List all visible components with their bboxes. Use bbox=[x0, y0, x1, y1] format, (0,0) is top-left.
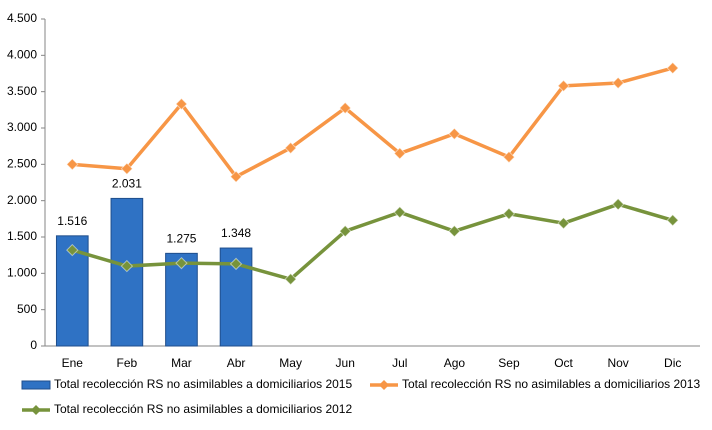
point bbox=[502, 207, 516, 220]
line bbox=[71, 202, 674, 281]
point bbox=[120, 259, 134, 273]
point bbox=[175, 256, 188, 270]
x-tick-label: May bbox=[279, 356, 302, 370]
legend-marker bbox=[379, 380, 389, 390]
point bbox=[611, 198, 625, 211]
legend-swatch bbox=[21, 380, 51, 390]
y-tick-label: 3.500 bbox=[7, 84, 37, 98]
y-tick-label: 4.500 bbox=[7, 11, 37, 25]
point bbox=[666, 61, 679, 75]
legend-label: Total recolección RS no asimilables a do… bbox=[54, 377, 352, 391]
point bbox=[339, 224, 352, 238]
x-tick-label: Dic bbox=[664, 356, 681, 370]
point bbox=[666, 214, 679, 227]
point bbox=[448, 127, 461, 141]
point bbox=[557, 216, 570, 230]
point bbox=[229, 170, 243, 183]
y-tick-label: 4.000 bbox=[7, 48, 37, 62]
line bbox=[72, 66, 674, 179]
point bbox=[66, 158, 79, 171]
legend-marker bbox=[31, 405, 41, 415]
x-tick-label: Oct bbox=[554, 356, 573, 370]
x-tick-label: Feb bbox=[117, 356, 138, 370]
value-label: 2.031 bbox=[112, 177, 142, 191]
y-tick-label: 2.000 bbox=[7, 193, 37, 207]
x-tick-label: Jun bbox=[336, 356, 355, 370]
point bbox=[502, 150, 516, 164]
point bbox=[393, 147, 406, 160]
x-tick-label: Jul bbox=[392, 356, 407, 370]
point bbox=[557, 79, 570, 93]
point bbox=[393, 206, 406, 219]
x-tick-label: Ene bbox=[62, 356, 84, 370]
legend-label: Total recolección RS no asimilables a do… bbox=[402, 377, 700, 391]
x-tick-label: Nov bbox=[607, 356, 628, 370]
point bbox=[611, 76, 625, 90]
x-tick-label: Mar bbox=[171, 356, 192, 370]
y-tick-label: 0 bbox=[30, 338, 37, 352]
x-tick-label: Ago bbox=[444, 356, 466, 370]
legend-label: Total recolección RS no asimilables a do… bbox=[54, 402, 352, 416]
x-tick-label: Abr bbox=[227, 356, 246, 370]
point bbox=[175, 97, 188, 111]
value-label: 1.516 bbox=[57, 214, 87, 228]
point bbox=[229, 257, 243, 271]
point bbox=[284, 272, 297, 286]
y-tick-label: 2.500 bbox=[7, 157, 37, 171]
y-tick-label: 500 bbox=[17, 302, 37, 316]
value-label: 1.348 bbox=[221, 226, 251, 240]
point bbox=[120, 162, 134, 175]
point bbox=[448, 224, 461, 238]
y-tick-label: 3.000 bbox=[7, 120, 37, 134]
y-tick-label: 1.000 bbox=[7, 266, 37, 280]
point bbox=[66, 243, 79, 257]
x-tick-label: Sep bbox=[498, 356, 520, 370]
point bbox=[284, 141, 297, 155]
point bbox=[339, 101, 352, 115]
y-tick-label: 1.500 bbox=[7, 229, 37, 243]
value-label: 1.275 bbox=[166, 232, 196, 246]
